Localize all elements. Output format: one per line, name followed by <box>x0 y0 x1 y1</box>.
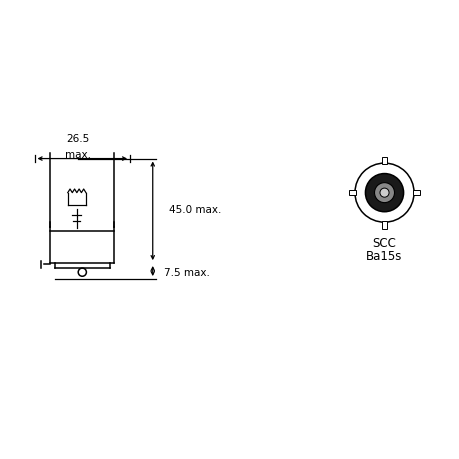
Text: 45.0 max.: 45.0 max. <box>168 204 220 214</box>
Bar <box>412 191 420 196</box>
Text: 7.5 max.: 7.5 max. <box>164 268 209 278</box>
Bar <box>381 157 386 165</box>
Bar <box>348 191 355 196</box>
Bar <box>381 222 386 229</box>
Circle shape <box>379 189 388 198</box>
Circle shape <box>374 183 394 203</box>
Text: Ba15s: Ba15s <box>365 250 402 263</box>
Text: SCC: SCC <box>372 236 396 249</box>
Circle shape <box>364 174 403 212</box>
Text: max.: max. <box>65 149 90 159</box>
Text: 26.5: 26.5 <box>66 134 89 143</box>
